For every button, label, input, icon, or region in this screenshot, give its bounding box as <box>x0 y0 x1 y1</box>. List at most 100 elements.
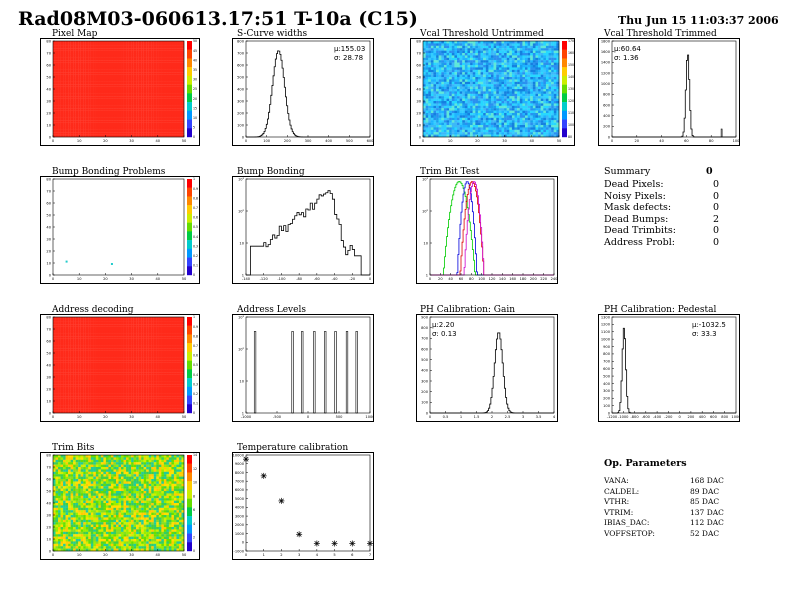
heatmap-cell <box>498 129 502 133</box>
heatmap-cell <box>454 120 458 123</box>
palette-swatch <box>187 205 192 215</box>
heatmap-cell <box>472 134 476 138</box>
heatmap-cell <box>493 113 497 116</box>
bump-bonding-title: Bump Bonding <box>237 167 305 177</box>
heatmap-cell <box>176 45 180 49</box>
heatmap-cell <box>60 326 64 330</box>
heatmap-cell <box>115 43 119 46</box>
heatmap-cell <box>509 74 513 78</box>
heatmap-cell <box>556 108 560 111</box>
heatmap-cell <box>485 89 489 92</box>
heatmap-cell <box>443 84 447 87</box>
heatmap-cell <box>178 103 182 106</box>
heatmap-cell <box>133 55 137 58</box>
heatmap-cell <box>506 117 510 121</box>
heatmap-cell <box>166 321 170 325</box>
heatmap-cell <box>108 331 112 334</box>
heatmap-cell <box>178 67 182 70</box>
heatmap-cell <box>176 321 180 325</box>
heatmap-cell <box>178 74 182 78</box>
heatmap-cell <box>103 55 107 58</box>
heatmap-cell <box>131 108 134 111</box>
heatmap-cell <box>80 324 84 327</box>
heatmap-cell <box>491 89 494 92</box>
heatmap-cell <box>470 50 473 54</box>
heatmap-cell <box>121 132 124 135</box>
heatmap-cell <box>446 132 450 135</box>
summary-label: Dead Pixels: <box>604 179 664 190</box>
heatmap-cell <box>509 110 513 114</box>
heatmap-cell <box>464 115 468 118</box>
heatmap-cell <box>441 67 445 70</box>
heatmap-cell <box>110 127 114 130</box>
heatmap-cell <box>153 132 157 135</box>
heatmap-cell <box>519 43 523 46</box>
heatmap-cell <box>113 57 117 61</box>
heatmap-cell <box>100 338 104 342</box>
heatmap-cell <box>519 65 523 68</box>
heatmap-cell <box>138 113 142 116</box>
heatmap-cell <box>108 84 112 87</box>
heatmap-cell <box>178 115 182 118</box>
heatmap-cell <box>158 98 162 102</box>
heatmap-cell <box>148 125 152 128</box>
heatmap-cell <box>148 89 152 92</box>
heatmap-cell <box>530 93 533 97</box>
heatmap-cell <box>75 122 79 126</box>
heatmap-cell <box>173 53 177 56</box>
heatmap-cell <box>68 113 71 116</box>
heatmap-cell <box>78 113 81 116</box>
heatmap-cell <box>517 65 520 68</box>
heatmap-cell <box>88 74 91 78</box>
heatmap-cell <box>110 79 114 82</box>
heatmap-cell <box>108 67 112 70</box>
heatmap-cell <box>443 62 447 66</box>
heatmap-cell <box>449 41 452 44</box>
heatmap-cell <box>538 69 541 73</box>
palette-tick-label: 80 <box>568 135 572 139</box>
heatmap-cell <box>501 86 505 90</box>
heatmap-cell <box>163 319 167 322</box>
heatmap-cell <box>133 43 137 46</box>
heatmap-cell <box>430 72 434 75</box>
heatmap-cell <box>146 326 149 330</box>
heatmap-cell <box>133 336 137 339</box>
heatmap-cell <box>548 134 552 138</box>
heatmap-cell <box>454 103 458 106</box>
heatmap-cell <box>530 110 533 114</box>
heatmap-cell <box>121 50 124 54</box>
heatmap-cell <box>75 53 79 56</box>
heatmap-cell <box>530 101 533 104</box>
heatmap-cell <box>477 45 481 49</box>
heatmap-cell <box>176 103 180 106</box>
heatmap-cell <box>475 108 479 111</box>
heatmap-cell <box>517 79 520 82</box>
heatmap-cell <box>451 84 455 87</box>
heatmap-cell <box>63 120 66 123</box>
heatmap-cell <box>138 74 142 78</box>
heatmap-cell <box>517 110 520 114</box>
heatmap-cell <box>146 41 149 44</box>
heatmap-cell <box>58 50 61 54</box>
heatmap-cell <box>532 50 536 54</box>
heatmap-cell <box>128 50 132 54</box>
heatmap-cell <box>491 127 494 130</box>
heatmap-cell <box>88 331 91 334</box>
heatmap-cell <box>553 86 557 90</box>
heatmap-cell <box>163 127 167 130</box>
heatmap-cell <box>498 50 502 54</box>
heatmap-cell <box>83 125 86 128</box>
heatmap-cell <box>181 319 185 322</box>
heatmap-cell <box>532 62 536 66</box>
heatmap-cell <box>514 122 518 126</box>
heatmap-cell <box>141 45 144 49</box>
heatmap-cell <box>451 91 455 94</box>
heatmap-cell <box>123 48 127 51</box>
heatmap-cell <box>80 101 84 104</box>
heatmap-cell <box>436 96 439 99</box>
heatmap-cell <box>553 117 557 121</box>
heatmap-cell <box>436 69 439 73</box>
heatmap-cell <box>472 55 476 58</box>
heatmap-cell <box>131 120 134 123</box>
heatmap-cell <box>530 81 533 85</box>
